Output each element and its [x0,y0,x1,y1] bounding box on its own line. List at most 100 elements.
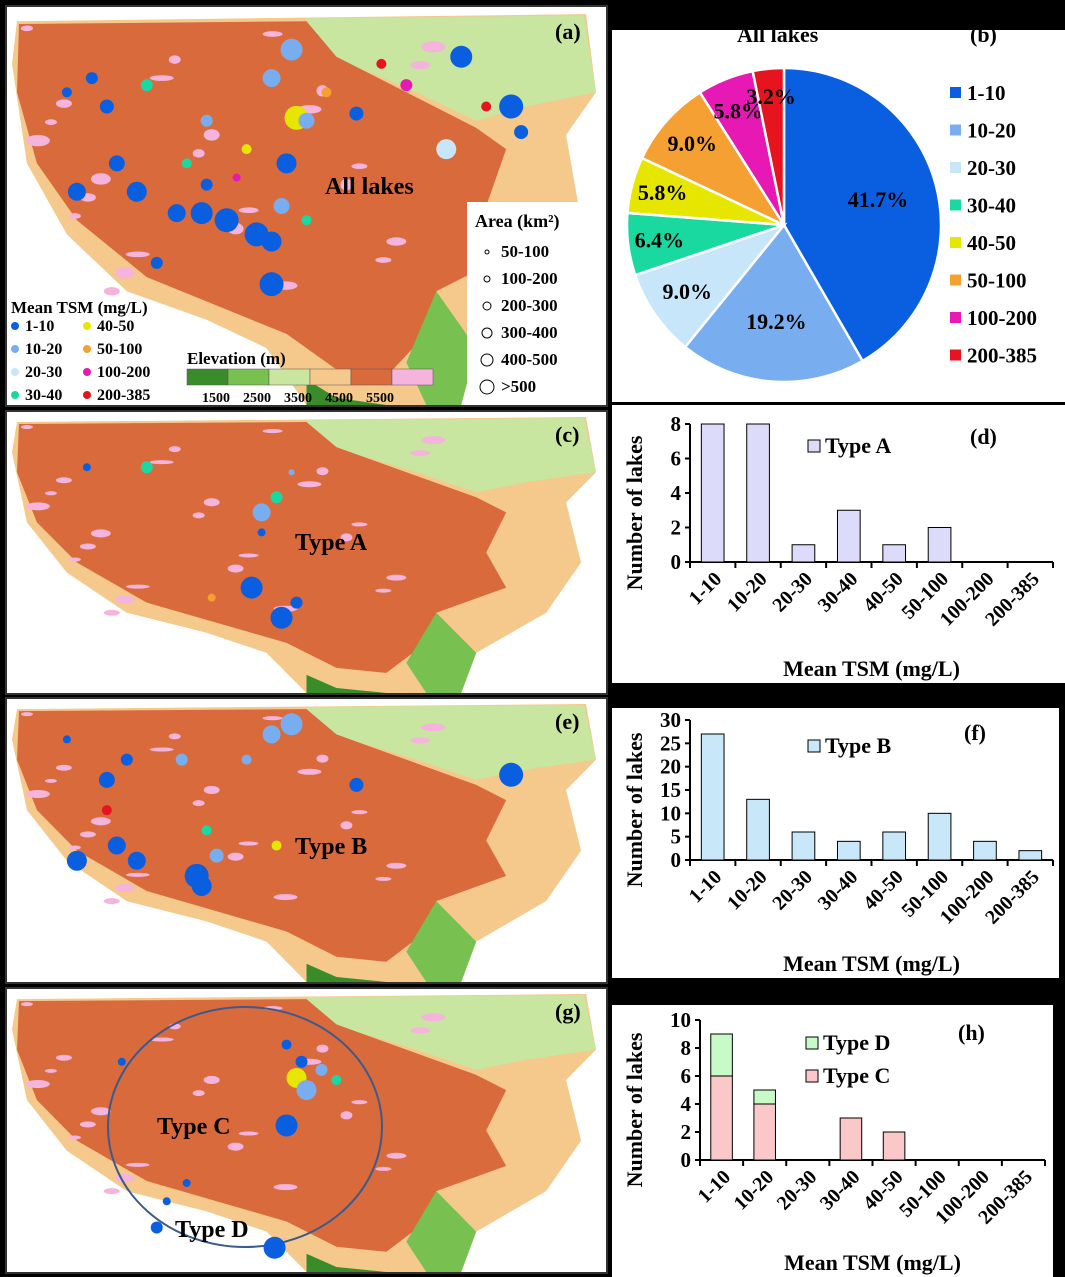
lake-marker [162,1197,171,1206]
lake-marker [241,144,252,155]
legend-label: 200-385 [97,387,150,404]
legend-swatch [807,739,821,753]
legend-label: Type B [825,733,892,758]
lake-marker [209,848,224,863]
bar-Type-C-10-20 [753,1103,776,1161]
pie-slice-50-100 [640,90,788,228]
lake-marker [275,1114,298,1137]
bar-Type-B-40-50 [882,831,907,861]
area-size-symbol [483,275,491,283]
lake-marker [181,158,192,169]
bar-Type-C-30-40 [839,1117,863,1161]
y-tick-label: 30 [660,708,681,732]
legend-swatch [83,345,91,353]
lake-marker [263,1236,286,1259]
lake-marker [257,528,266,537]
x-tick-label: 20-30 [768,866,817,915]
tsm-legend-title: Mean TSM (mg/L) [11,298,148,317]
legend-swatch [805,1069,819,1083]
pie-data-label: 3.2% [746,84,796,109]
lake-marker [298,112,315,129]
legend-label: 20-30 [967,156,1016,180]
legend-label: 50-100 [97,341,142,358]
legend-swatch [83,368,91,376]
area-legend-label: >500 [501,377,536,396]
panel-label: (h) [958,1020,985,1045]
bar-Type-A-40-50 [882,544,907,563]
legend-label: 1-10 [967,81,1006,105]
bar-Type-A-50-100 [927,527,952,563]
pie-data-label: 9.0% [667,131,717,156]
legend-label: 30-40 [967,194,1016,218]
pie-slice-200-385 [751,66,786,226]
panel-label: (d) [970,424,997,449]
lake-marker [262,69,281,88]
lake-marker [280,713,303,736]
area-size-symbol [480,353,494,367]
elevation-tick: 1500 [202,391,230,405]
lake-marker [295,1055,308,1068]
lake-marker [270,606,293,629]
lake-marker [127,851,146,870]
bar-Type-A-1-10 [700,423,725,563]
lake-marker [82,463,91,472]
lake-marker [276,153,297,174]
lake-marker [349,106,364,121]
panel-label-b: (b) [970,30,997,47]
y-tick-label: 8 [681,1036,692,1060]
lake-marker [98,771,115,788]
elevation-tick: 3500 [284,391,312,405]
x-axis-label: Mean TSM (mg/L) [784,1250,961,1275]
legend-swatch [950,162,961,173]
lake-marker [436,139,457,160]
area-legend: Area (km²) 50-100 100-200 200-300 300-400 400… [467,202,606,405]
bar-Type-B-100-200 [973,840,997,861]
y-tick-label: 15 [660,778,681,802]
lake-marker [499,762,524,787]
lake-marker [200,178,213,191]
y-tick-label: 6 [671,447,682,471]
pie-slice-20-30 [633,222,788,349]
lake-marker [107,836,126,855]
area-legend-label: 300-400 [501,323,558,342]
legend-swatch [83,391,91,399]
tsm-legend: Mean TSM (mg/L)1-10 10-20 20-30 30-40 40-50 5… [11,298,150,404]
legend-label: 100-200 [97,364,150,381]
pie-slice-10-20 [683,222,865,384]
lake-marker [400,79,413,92]
bar-chart-type-a-panel: 0 2 4 6 8 1-10 10-20 20-30 30-40 40-50 50-100 100-2… [612,405,1065,683]
legend-label: Type A [825,433,891,458]
legend-swatch [950,349,961,361]
y-tick-label: 10 [670,1008,691,1032]
elevation-raster [11,417,597,693]
x-tick-label: 30-40 [814,866,863,915]
legend-swatch [950,124,961,136]
y-tick-label: 4 [671,481,682,505]
x-tick-label: 10-20 [723,568,772,617]
area-legend-label: 200-300 [501,296,558,315]
legend-swatch [11,322,19,330]
lake-marker [280,38,303,61]
legend-label: 30-40 [25,387,62,404]
elevation-raster [11,994,597,1272]
pie-slice-1-10 [782,66,943,363]
elevation-tick: 2500 [243,391,271,405]
elevation-tick: 4500 [325,391,353,405]
y-axis-label: Number of lakes [622,732,647,887]
bar-chart-type-b-panel: 0 5 10 15 20 25 30 1-10 10-20 20-30 30-40 40-50 50-1… [612,708,1059,978]
lake-marker [252,503,271,522]
lake-marker [376,58,387,69]
lake-marker [175,753,188,766]
x-tick-label: 30-40 [816,1166,865,1215]
lake-marker [281,1039,292,1050]
legend-swatch [950,87,961,98]
lake-marker [288,469,295,476]
bar-Type-A-10-20 [746,423,770,563]
bar-chart: 0510152025301-1010-2020-3030-4040-5050-1… [622,708,1054,976]
area-size-symbol [479,379,495,395]
lake-marker [200,114,213,127]
y-tick-label: 0 [671,550,682,574]
map-title-type-d: Type D [175,1217,249,1243]
lake-marker [270,491,283,504]
